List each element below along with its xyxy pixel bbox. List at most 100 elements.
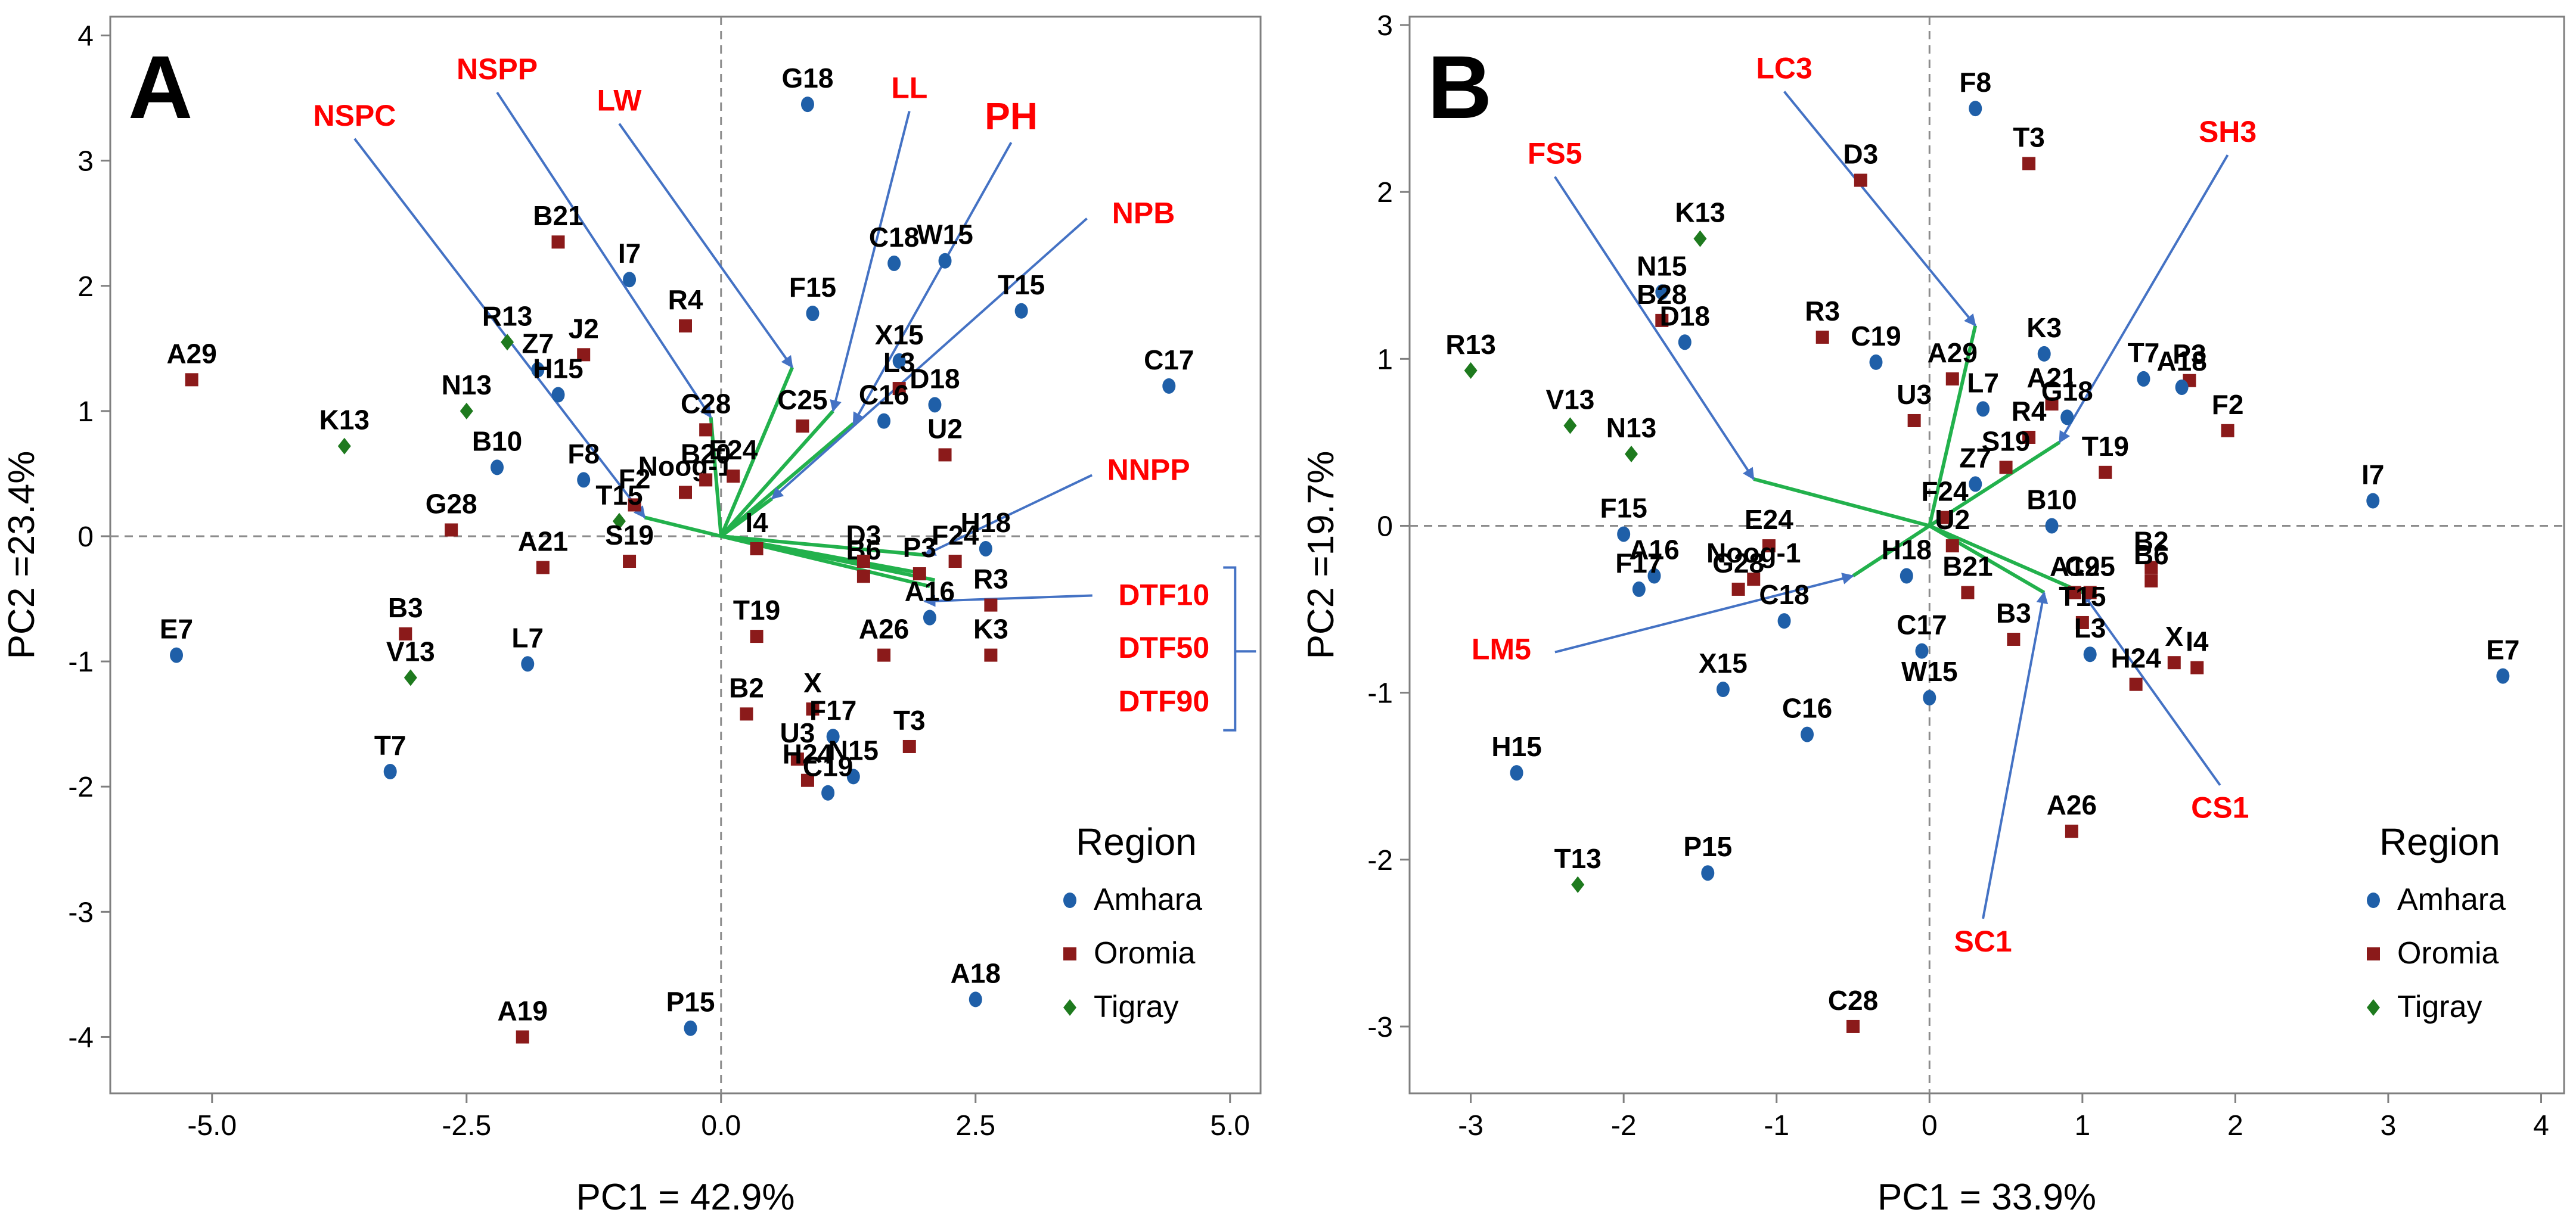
loading-vector-fs5 xyxy=(1753,477,1931,528)
y-tick-label: 2 xyxy=(1377,177,1393,209)
point-label: V13 xyxy=(1545,384,1594,415)
point-b20 xyxy=(699,473,713,487)
point-label: T19 xyxy=(2082,431,2129,462)
point-j2 xyxy=(577,348,591,362)
point-b10 xyxy=(491,459,504,475)
point-f24 xyxy=(948,555,962,568)
point-label: F15 xyxy=(1600,492,1647,523)
x-tick-label: -2 xyxy=(1611,1110,1637,1142)
point-c18 xyxy=(1777,613,1791,629)
y-tick-label: -1 xyxy=(68,646,94,678)
point-label: F8 xyxy=(1959,67,1991,98)
point-label: T13 xyxy=(1554,843,1602,874)
point-label: I4 xyxy=(2186,626,2209,657)
point-label: C18 xyxy=(869,222,919,253)
point-label: N15 xyxy=(828,735,879,766)
point-x xyxy=(2167,656,2181,670)
point-g18 xyxy=(2060,409,2074,425)
point-f2 xyxy=(628,498,641,512)
point-a18 xyxy=(2175,379,2189,395)
point-x15 xyxy=(892,353,906,369)
y-tick-label: 2 xyxy=(77,271,94,303)
point-p15 xyxy=(684,1020,697,1036)
point-g28 xyxy=(445,523,458,537)
variable-label-lc3: LC3 xyxy=(1756,52,1812,85)
point-label: F17 xyxy=(1615,548,1662,579)
legend: Region Amhara Oromia Tigray xyxy=(1063,820,1202,1024)
legend-label-amhara: Amhara xyxy=(2397,882,2506,917)
x-tick-label: 1 xyxy=(2074,1110,2090,1142)
point-f15 xyxy=(1617,526,1631,542)
point-label: F24 xyxy=(1921,475,1969,506)
point-label: W15 xyxy=(917,219,973,250)
point-label: C28 xyxy=(1828,985,1878,1016)
variable-label-fs5: FS5 xyxy=(1528,137,1582,170)
point-i7 xyxy=(2366,493,2380,509)
x-tick-label: 5.0 xyxy=(1210,1110,1250,1142)
point-label: R13 xyxy=(1445,329,1495,360)
point-i4 xyxy=(2190,661,2204,674)
y-tick-label: -4 xyxy=(68,1022,94,1053)
point-n15 xyxy=(1655,284,1669,300)
y-tick-label: -3 xyxy=(68,897,94,928)
point-label: A16 xyxy=(1629,534,1679,565)
point-k13 xyxy=(1693,230,1707,247)
point-label: V13 xyxy=(386,636,435,667)
point-c19 xyxy=(821,785,835,801)
point-t3 xyxy=(902,739,916,753)
arrow-fs5 xyxy=(1554,176,1755,480)
point-label: N15 xyxy=(1637,250,1687,281)
point-label: T15 xyxy=(595,480,643,511)
point-label: B21 xyxy=(1942,551,1992,582)
point-label: X15 xyxy=(875,319,924,350)
point-label: E7 xyxy=(2486,635,2519,666)
point-k3 xyxy=(984,648,998,662)
loading-vector-sc1 xyxy=(1928,524,2046,595)
point-label: A29 xyxy=(1928,337,1978,368)
point-t3 xyxy=(2022,157,2036,170)
point-f15 xyxy=(806,305,820,321)
point-t7 xyxy=(383,764,397,780)
point-label: W15 xyxy=(1901,656,1958,687)
point-label: N13 xyxy=(1606,412,1656,443)
x-tick-label: 2.5 xyxy=(955,1110,995,1142)
point-a16 xyxy=(923,610,936,626)
point-label: R4 xyxy=(2012,396,2047,427)
arrow-dtf10 xyxy=(923,594,1093,607)
point-l3 xyxy=(2083,646,2097,663)
point-n13 xyxy=(1625,446,1638,463)
point-label: H18 xyxy=(961,507,1011,538)
point-label: R4 xyxy=(668,284,703,315)
point-t15 xyxy=(1014,303,1028,319)
point-label: P3 xyxy=(903,532,936,563)
point-noog-1 xyxy=(679,486,692,499)
point-label: E24 xyxy=(709,434,758,465)
point-label: H24 xyxy=(2111,643,2161,674)
point-label: B2 xyxy=(729,672,764,703)
variable-label-dtf10: DTF10 xyxy=(1118,579,1209,612)
point-c16 xyxy=(1801,726,1814,742)
arrow-lc3 xyxy=(1783,91,1976,327)
point-p15 xyxy=(1701,865,1715,881)
variable-label-lw: LW xyxy=(597,84,642,117)
point-label: G28 xyxy=(426,488,477,519)
arrow-nnpp xyxy=(923,474,1093,556)
loading-vector-npb xyxy=(719,497,773,538)
point-label: K3 xyxy=(973,614,1008,645)
point-label: T7 xyxy=(2128,337,2160,368)
point-a19 xyxy=(516,1030,529,1044)
arrow-ll xyxy=(830,111,911,412)
panel-b: -3 -2 -1 0 1 2 3 4 -3 -2 -1 0 1 2 3 PC1 = 33.9% PC2 =19.… xyxy=(1301,10,2565,1218)
y-tick-label: 1 xyxy=(77,396,94,428)
point-l7 xyxy=(1976,401,1990,417)
point-c25 xyxy=(2083,586,2097,599)
point-label: Noog-1 xyxy=(638,450,733,481)
point-d3 xyxy=(856,555,870,568)
arrow-sh3 xyxy=(2058,154,2229,444)
point-c28 xyxy=(699,423,713,437)
point-a18 xyxy=(969,991,982,1008)
point-label: D18 xyxy=(1660,300,1710,331)
legend-marker-tigray xyxy=(2367,999,2380,1016)
point-c25 xyxy=(796,419,809,433)
